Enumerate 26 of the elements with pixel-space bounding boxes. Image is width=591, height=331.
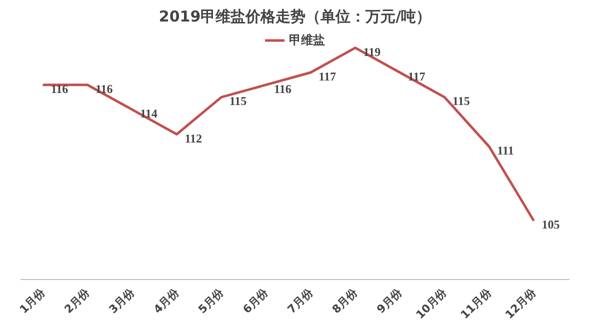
data-label: 115 — [229, 94, 247, 108]
x-tick-label: 2月份 — [62, 285, 93, 316]
x-tick-label: 3月份 — [106, 285, 138, 316]
data-label: 116 — [50, 82, 68, 96]
x-tick-label: 11月份 — [458, 285, 494, 322]
x-tick-label: 6月份 — [240, 285, 272, 316]
data-label: 116 — [95, 82, 113, 96]
x-tick-label: 7月份 — [285, 285, 316, 316]
data-label: 117 — [408, 69, 426, 84]
x-tick-label: 1月份 — [17, 285, 48, 316]
data-label: 117 — [318, 69, 336, 84]
data-label: 116 — [274, 82, 292, 96]
x-tick-label: 8月份 — [330, 285, 361, 316]
data-label: 112 — [184, 131, 202, 146]
x-tick-label: 4月份 — [151, 285, 182, 316]
data-label: 119 — [363, 44, 381, 59]
chart-title: 2019甲维盐价格走势（单位：万元/吨） — [158, 8, 432, 26]
x-tick-label: 9月份 — [374, 285, 406, 316]
data-label: 115 — [452, 94, 470, 108]
x-tick-label: 12月份 — [502, 285, 540, 322]
data-label: 111 — [497, 144, 514, 158]
x-tick-label: 5月份 — [196, 285, 227, 316]
data-label: 114 — [140, 106, 158, 121]
x-tick-label: 10月份 — [414, 285, 450, 322]
data-label: 105 — [542, 218, 560, 232]
legend-label: 甲维盐 — [289, 32, 325, 48]
